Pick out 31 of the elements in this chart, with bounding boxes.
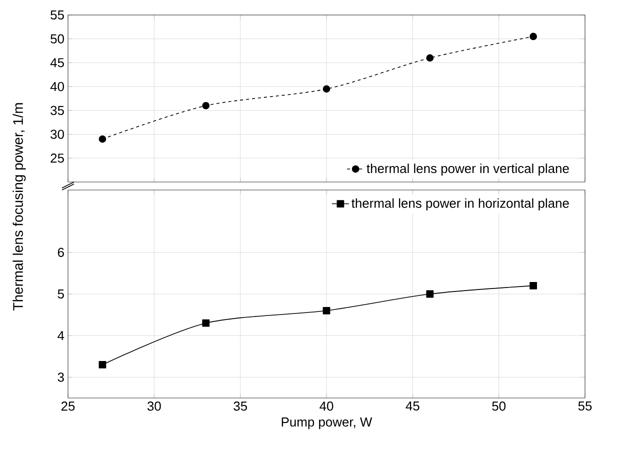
legend-label: thermal lens power in horizontal plane (352, 198, 569, 210)
x-tick-label: 50 (492, 402, 506, 411)
x-tick-label: 55 (578, 402, 592, 411)
y-tick-label: 40 (50, 82, 64, 92)
point (202, 319, 210, 327)
y-tick-label: 35 (50, 106, 64, 116)
point (530, 32, 537, 40)
point (322, 85, 330, 93)
x-axis-title: Pump power, W (282, 418, 372, 430)
y-tick-label: 55 (50, 10, 64, 20)
y-tick-label: 3 (58, 372, 64, 382)
point (98, 135, 106, 143)
legend-label: thermal lens power in vertical plane (366, 164, 569, 176)
x-tick-label: 40 (320, 402, 334, 411)
point (322, 306, 330, 314)
x-tick-label: 45 (406, 402, 420, 411)
y-tick-label: 50 (50, 34, 64, 44)
x-tick-label: 30 (147, 402, 161, 411)
point (426, 290, 434, 298)
y-tick-label: 6 (58, 248, 64, 257)
x-tick-label: 35 (234, 402, 247, 411)
y-tick-label: 4 (58, 331, 64, 340)
point (426, 54, 434, 62)
point (98, 361, 106, 368)
point (202, 102, 210, 110)
y-tick-label: 5 (58, 289, 64, 299)
y-tick-label: 45 (50, 58, 64, 68)
y-tick-label: 25 (50, 154, 64, 163)
y-axis-title: Thermal lens focusing power, 1/m (12, 103, 26, 310)
point (530, 282, 537, 290)
y-tick-label: 30 (50, 130, 64, 139)
